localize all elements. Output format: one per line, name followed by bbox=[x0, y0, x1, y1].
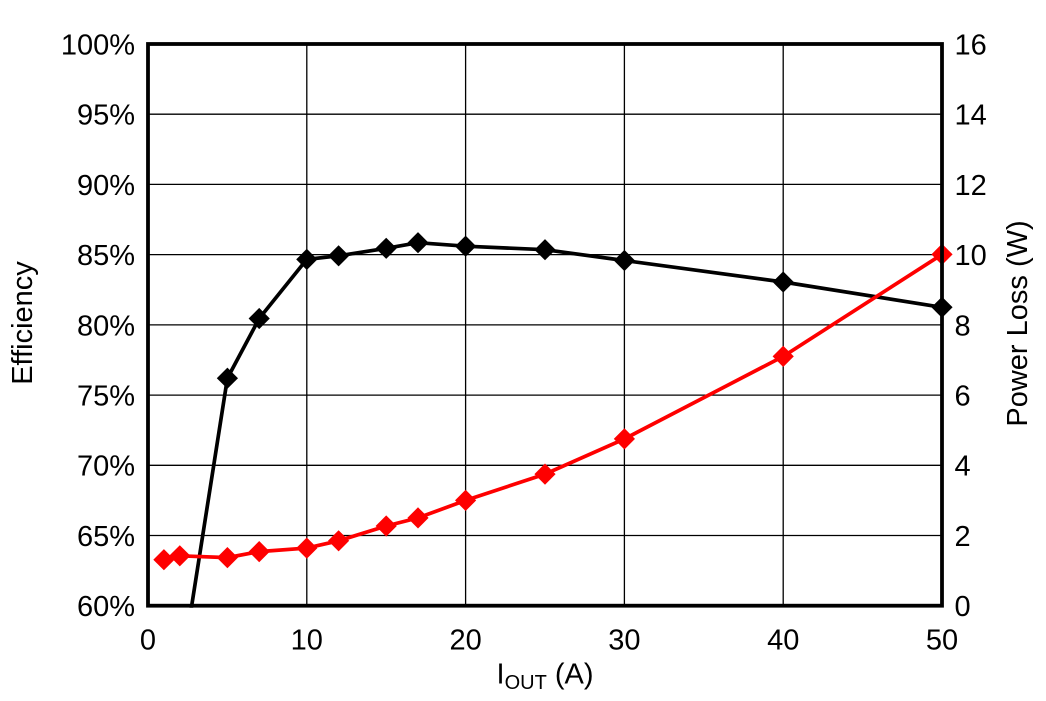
svg-text:2: 2 bbox=[955, 521, 971, 553]
svg-text:85%: 85% bbox=[77, 240, 135, 272]
svg-text:0: 0 bbox=[140, 625, 156, 657]
svg-text:50: 50 bbox=[926, 625, 958, 657]
svg-text:75%: 75% bbox=[77, 381, 135, 413]
svg-text:16: 16 bbox=[955, 29, 987, 61]
svg-text:14: 14 bbox=[955, 100, 987, 132]
svg-text:10: 10 bbox=[955, 240, 987, 272]
svg-text:100%: 100% bbox=[61, 29, 135, 61]
svg-text:80%: 80% bbox=[77, 310, 135, 342]
svg-text:12: 12 bbox=[955, 170, 987, 202]
svg-text:65%: 65% bbox=[77, 521, 135, 553]
svg-text:4: 4 bbox=[955, 451, 971, 483]
svg-text:30: 30 bbox=[608, 625, 640, 657]
svg-text:Power Loss (W): Power Loss (W) bbox=[1002, 220, 1034, 426]
svg-text:90%: 90% bbox=[77, 170, 135, 202]
svg-text:20: 20 bbox=[449, 625, 481, 657]
svg-text:60%: 60% bbox=[77, 591, 135, 623]
svg-text:6: 6 bbox=[955, 381, 971, 413]
svg-text:10: 10 bbox=[291, 625, 323, 657]
svg-text:95%: 95% bbox=[77, 100, 135, 132]
svg-text:0: 0 bbox=[955, 591, 971, 623]
svg-text:8: 8 bbox=[955, 310, 971, 342]
svg-text:70%: 70% bbox=[77, 451, 135, 483]
svg-text:Efficiency: Efficiency bbox=[7, 261, 39, 385]
svg-text:40: 40 bbox=[767, 625, 799, 657]
